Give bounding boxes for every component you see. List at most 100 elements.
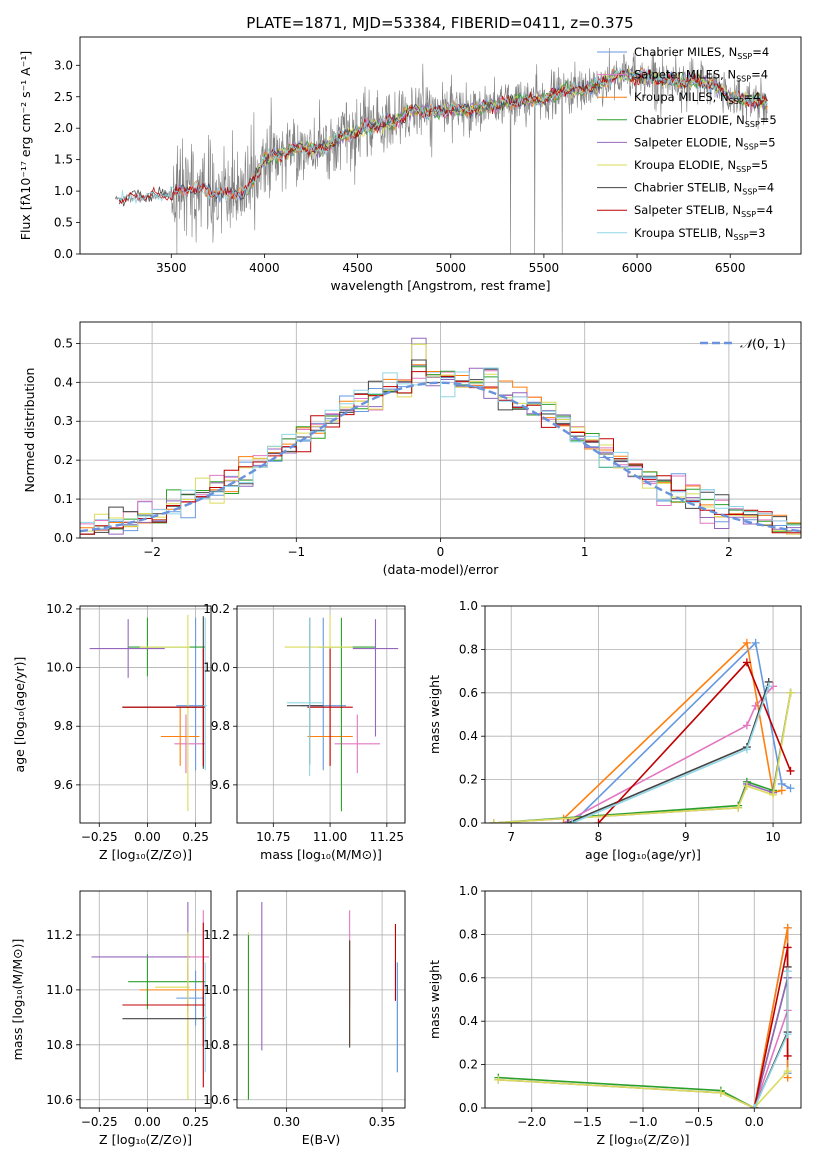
marker-kroupa-stelib [783,1030,792,1039]
axes-frame [236,605,406,824]
y-axis-label: mass weight [427,960,442,1039]
y-tick-label: 2.5 [54,90,73,104]
x-tick-label: 0.30 [273,1115,300,1129]
gaussian-curve [80,381,801,533]
histogram-chabrier-elodie [80,366,801,535]
x-tick-label: 0.35 [369,1115,396,1129]
legend-gaussian-text: (0, 1) [752,336,786,351]
legend-nssp: =5 [760,113,777,127]
y-tick-label: 10.8 [46,1038,73,1052]
y-tick-label: 10.0 [203,661,230,675]
legend-label-chabrier-stelib: Chabrier STELIB, NSSP=4 [634,181,774,197]
legend-subscript: SSP [744,142,759,151]
y-tick-label: 0.4 [459,1014,478,1028]
y-tick-label: 10.2 [46,602,73,616]
x-axis-label: (data-model)/error [383,562,500,577]
y-tick-label: 2.0 [54,121,73,135]
plot-area [91,901,210,1100]
y-tick-label: 0.0 [54,247,73,261]
legend-nssp: =3 [749,226,766,240]
marker-chabrier-miles [751,638,760,647]
legend-label-salpeter-stelib: Salpeter STELIB, NSSP=4 [634,203,773,219]
series-salpeter-elodie [493,692,792,823]
x-tick-label: 10 [765,830,780,844]
legend-subscript: SSP [745,120,760,129]
y-tick-label: 0.8 [459,642,478,656]
y-tick-label: 0.3 [54,414,73,428]
legend-nssp: =4 [751,68,768,82]
marker-chabrier-miles [786,784,795,793]
panel-spectrum: 3500 4000 4500 5000 5500 6000 6500 0.0 0.5 1.0 1.5… [18,36,802,293]
y-tick-label: 3.0 [54,58,73,72]
y-tick-label: 1.0 [459,599,478,613]
y-tick-label: 0.2 [459,1058,478,1072]
panel-mass-vs-metallicity: −0.25 0.00 0.25 10.6 10.8 11.0 11.2 Z [log₁₀(Z/… [10,890,212,1147]
plot-area [115,47,768,254]
model-spectrum-kroupa-stelib [118,66,768,204]
plot-area [489,638,795,823]
x-tick-label: 0.00 [134,830,161,844]
y-tick-label: 11.0 [46,983,73,997]
y-axis-label: Flux [fλ10⁻¹⁷ erg cm⁻² s⁻¹ A⁻¹] [18,51,33,240]
x-tick-label: −0.25 [81,1115,118,1129]
plot-area [80,337,801,535]
axes-frame [484,605,802,824]
y-tick-label: 0.6 [459,686,478,700]
x-tick-label: 6500 [715,261,746,275]
marker-kroupa-miles [777,786,786,795]
x-tick-label: 6000 [622,261,653,275]
y-tick-label: 11.0 [203,983,230,997]
legend-label-salpeter-miles: Salpeter MILES, NSSP=4 [634,68,768,84]
x-tick-label: −1 [287,545,305,559]
y-tick-label: 0.6 [459,971,478,985]
x-tick-label: −2.0 [517,1115,546,1129]
x-axis-label: E(B-V) [302,1132,341,1147]
legend-text: Salpeter ELODIE, N [634,135,744,149]
marker-kroupa-elodie [769,790,778,799]
y-tick-label: 11.2 [46,928,73,942]
legend-subscript: SSP [737,52,752,61]
marker-chabrier-stelib [563,819,572,823]
series-kroupa-elodie [493,692,792,823]
y-tick-label: 0.5 [54,336,73,350]
axes-frame [236,890,406,1109]
y-tick-label: 0.2 [459,773,478,787]
model-spectrum-salpeter-stelib [118,69,768,205]
legend-nssp: =4 [756,203,773,217]
x-tick-label: −0.25 [81,830,118,844]
legend-subscript: SSP [736,75,751,84]
panel-residual-histogram: −2 −1 0 1 2 0.0 0.1 0.2 0.3 0.4 0.5 (data-model)/er… [22,321,802,577]
legend-label-kroupa-elodie: Kroupa ELODIE, NSSP=5 [634,158,768,174]
marker-salpeter-stelib [594,819,603,823]
y-tick-label: 1.0 [54,184,73,198]
x-tick-label: 3500 [156,261,187,275]
x-tick-label: −0.5 [684,1115,713,1129]
panel-age-vs-metallicity: −0.25 0.00 0.25 9.6 9.8 10.0 10.2 Z [log₁₀(Z/Z⊙… [12,602,212,862]
x-tick-label: 4000 [249,261,280,275]
y-tick-label: 9.8 [54,719,73,733]
marker-salpeter-stelib [783,943,792,952]
x-axis-label: Z [log₁₀(Z/Z⊙)] [99,847,192,862]
legend-nssp: =5 [759,135,776,149]
legend-text: Salpeter MILES, N [634,68,736,82]
marker-kroupa-elodie [734,803,743,812]
y-tick-label: 1.5 [54,153,73,167]
axes-frame [79,890,212,1109]
legend-nssp: =4 [757,181,774,195]
marker-salpeter-stelib [783,1051,792,1060]
marker-kroupa-stelib [568,819,577,823]
y-axis-label: mass [log₁₀(M/M⊙)] [10,939,25,1061]
legend-gaussian-label: 𝒩(0, 1) [740,336,786,351]
series-kroupa-elodie [498,1070,789,1108]
x-tick-label: 0.25 [182,1115,209,1129]
marker-kroupa-miles [783,923,792,932]
y-tick-label: 0.4 [459,729,478,743]
legend-text: Chabrier MILES, N [634,45,737,59]
y-tick-label: 9.6 [54,778,73,792]
legend-label-salpeter-elodie: Salpeter ELODIE, NSSP=5 [634,135,776,151]
marker-salpeter-stelib [742,658,751,667]
marker-kroupa-stelib [742,745,751,754]
x-tick-label: 8 [595,830,603,844]
x-axis-label: mass [log₁₀(M/M⊙)] [260,847,382,862]
